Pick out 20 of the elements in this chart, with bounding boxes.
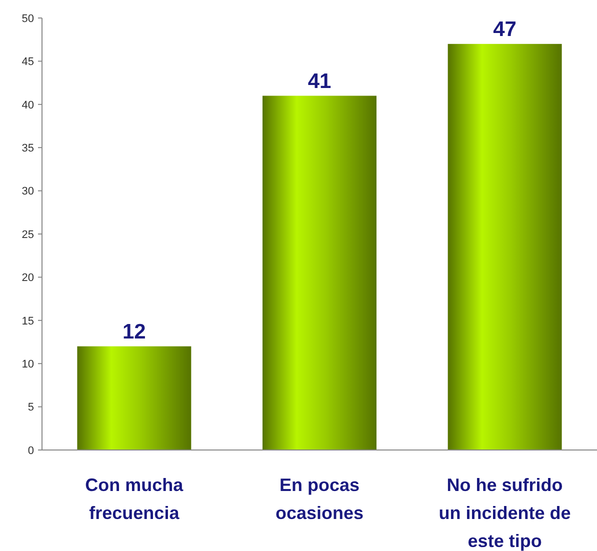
y-tick-label: 5 xyxy=(28,402,34,414)
y-tick-label: 35 xyxy=(22,142,34,154)
x-tick-label: En pocas ocasiones xyxy=(275,475,364,523)
data-label: 41 xyxy=(308,70,332,93)
y-tick-label: 40 xyxy=(22,99,34,112)
y-tick-label: 30 xyxy=(22,186,34,198)
x-tick-label: Con mucha frecuencia xyxy=(85,475,184,523)
x-tick-label: No he sufrido un incidente de este tipo xyxy=(438,475,571,551)
bar xyxy=(448,44,562,450)
y-tick-label: 50 xyxy=(22,12,34,25)
y-tick-label: 15 xyxy=(22,315,34,328)
bar xyxy=(77,346,192,450)
y-tick-label: 10 xyxy=(22,358,34,370)
y-tick-label: 45 xyxy=(22,56,34,68)
y-tick-label: 0 xyxy=(28,444,34,457)
y-tick-label: 25 xyxy=(22,228,34,241)
bar xyxy=(262,96,376,450)
y-tick-label: 20 xyxy=(22,272,34,284)
data-label: 12 xyxy=(122,320,146,344)
data-label: 47 xyxy=(493,18,516,41)
